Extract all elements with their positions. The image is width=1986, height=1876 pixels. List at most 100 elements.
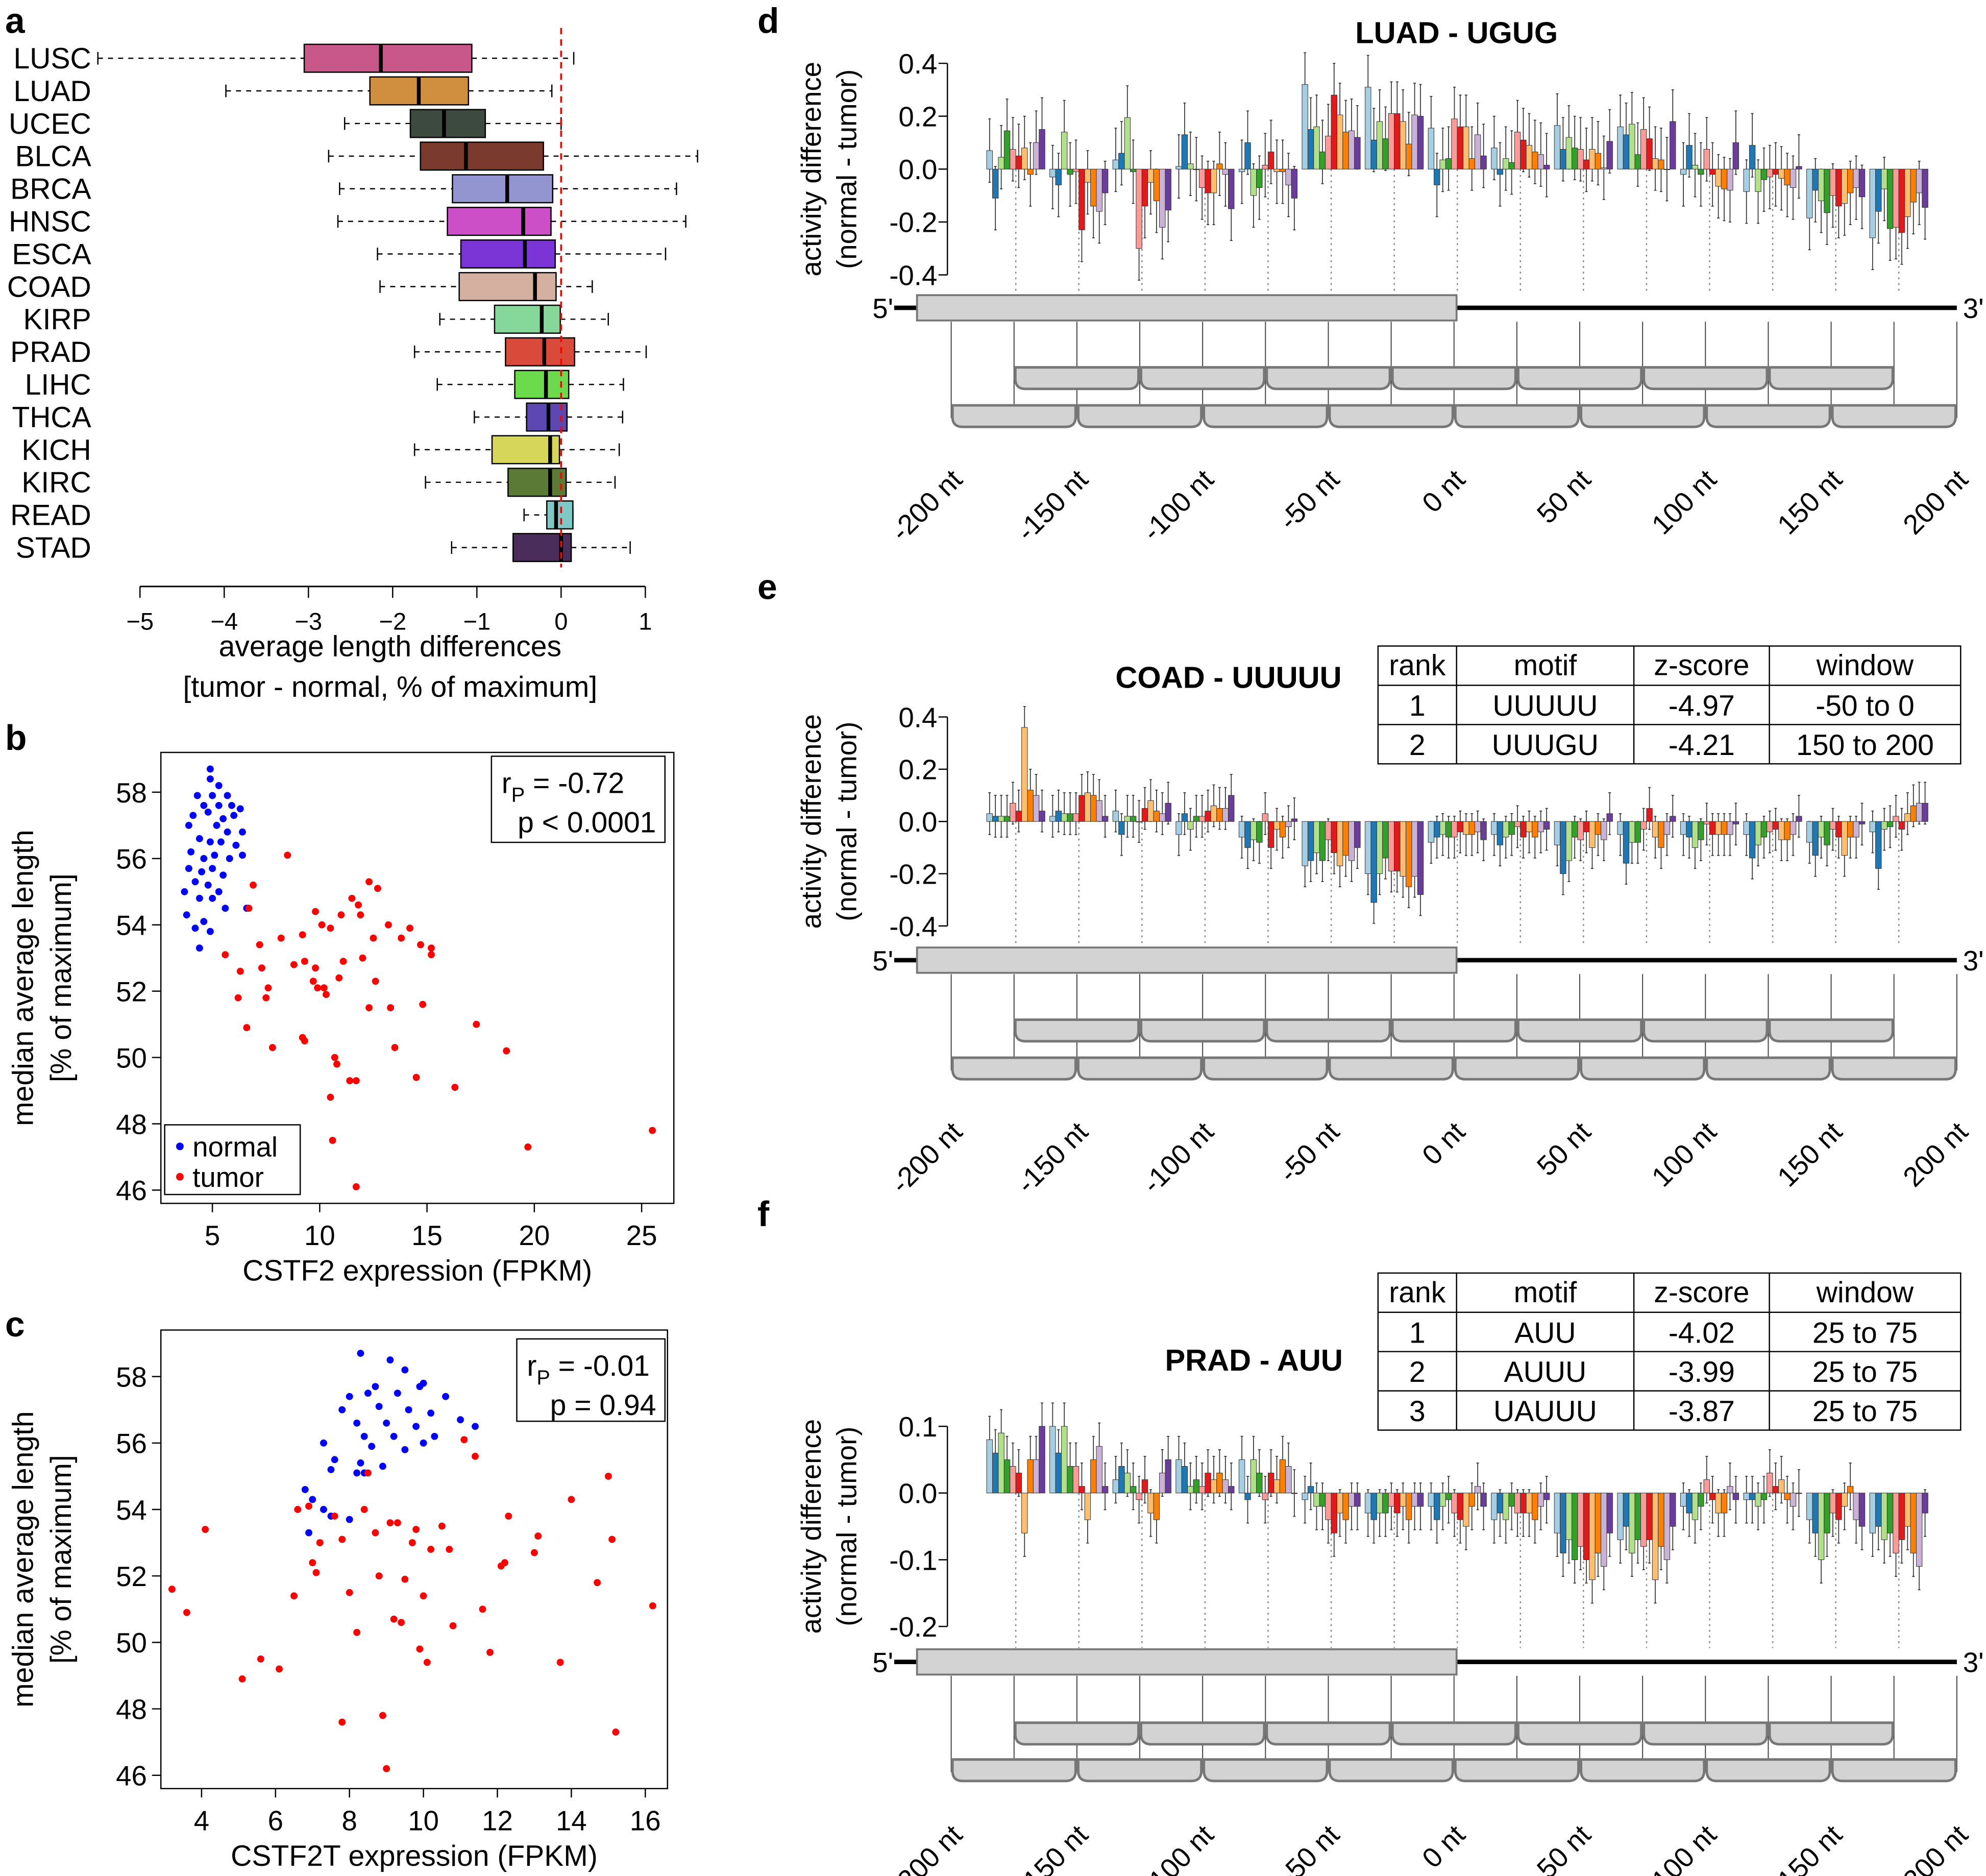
bar-group-1 xyxy=(986,706,1045,838)
bar xyxy=(1847,1486,1854,1494)
position-label: -50 nt xyxy=(1273,464,1345,536)
bar xyxy=(1893,816,1899,822)
table-cell: UUUGU xyxy=(1492,729,1599,762)
tumor-point xyxy=(329,1136,336,1144)
bar xyxy=(1503,158,1509,169)
category-label: PRAD xyxy=(10,336,91,369)
tumor-point xyxy=(394,1519,401,1526)
bar xyxy=(1772,1486,1779,1494)
bar xyxy=(1601,821,1607,840)
bar xyxy=(1824,1493,1830,1533)
three-prime-label: 3' xyxy=(1963,293,1984,324)
gene-diagram: 5' 3' -200 nt -150 nt -100 nt -50 nt 0 nt 50 nt… xyxy=(872,1647,1983,1876)
bar xyxy=(1565,1493,1573,1540)
bar-panel-d: 0.4 0.2 0.0 -0.2 -0.4 activity difference (nor… xyxy=(796,15,1983,547)
bar xyxy=(1497,168,1504,175)
tumor-point xyxy=(360,1506,368,1513)
bar xyxy=(1898,1493,1905,1540)
normal-point xyxy=(364,1390,372,1397)
bar xyxy=(1055,1452,1062,1494)
bar xyxy=(1853,821,1859,838)
bar xyxy=(1428,1493,1435,1507)
bar-group-4 xyxy=(1175,1435,1235,1510)
bar xyxy=(1279,168,1286,172)
y-axis-label: median average length xyxy=(7,1411,40,1708)
bar xyxy=(992,168,999,199)
bar xyxy=(1181,813,1188,822)
x-tick-label: −3 xyxy=(295,607,322,635)
bar xyxy=(1147,800,1154,822)
tumor-point xyxy=(323,991,330,998)
bar-panel-e: 0.4 0.2 0.0 -0.2 -0.4 activity difference (nor… xyxy=(796,645,1984,1200)
bar xyxy=(1835,1493,1842,1520)
table-cell: -4.21 xyxy=(1669,729,1735,762)
window-offset xyxy=(1391,366,1517,391)
x-tick-label: 16 xyxy=(630,1806,661,1837)
bar xyxy=(1721,1493,1728,1514)
bar xyxy=(1216,1473,1223,1494)
tumor-point xyxy=(412,1074,420,1081)
bar xyxy=(1806,821,1813,843)
table-header: rank xyxy=(1389,649,1445,682)
bar xyxy=(1291,1493,1298,1494)
x-axis-label: CSTF2T expression (FPKM) xyxy=(231,1840,598,1872)
x-tick-label: 25 xyxy=(626,1220,657,1251)
y-tick-label: -0.4 xyxy=(889,911,937,942)
bar xyxy=(1784,1493,1791,1500)
bar xyxy=(1417,1493,1424,1507)
position-label: -150 nt xyxy=(1011,1116,1094,1199)
bar xyxy=(1640,821,1647,830)
tumor-point xyxy=(309,978,317,985)
bar xyxy=(1784,821,1791,840)
bar xyxy=(1090,168,1097,207)
box xyxy=(491,435,560,465)
bar xyxy=(1698,821,1704,840)
bar xyxy=(1686,145,1693,169)
position-label: -50 nt xyxy=(1273,1116,1345,1188)
bar xyxy=(1749,821,1756,859)
bar xyxy=(1354,821,1361,848)
box-blca: BLCA xyxy=(15,140,698,173)
bar xyxy=(1285,821,1292,827)
bar xyxy=(1067,813,1073,822)
bar xyxy=(1721,821,1728,835)
box xyxy=(458,272,557,301)
bar xyxy=(1703,149,1710,169)
bar-group-5 xyxy=(1238,792,1298,869)
bar xyxy=(1256,168,1263,188)
tumor-point xyxy=(346,1077,354,1084)
bar xyxy=(1307,1486,1314,1494)
bar xyxy=(1658,821,1664,848)
x-axis-label: CSTF2 expression (FPKM) xyxy=(242,1255,592,1287)
coding-region-box xyxy=(916,946,1458,974)
bar xyxy=(1451,118,1458,169)
window xyxy=(1076,1056,1203,1081)
tumor-point xyxy=(649,1127,656,1134)
normal-point xyxy=(346,1393,353,1400)
table-cell: -50 to 0 xyxy=(1816,690,1915,722)
window xyxy=(951,404,1077,428)
bar xyxy=(1033,1459,1040,1494)
bar xyxy=(1526,145,1533,169)
bar xyxy=(1818,168,1825,201)
bar-group-3 xyxy=(1112,85,1171,281)
bar xyxy=(1307,821,1314,861)
bar xyxy=(1577,821,1584,840)
bar xyxy=(1222,808,1229,822)
tumor-point xyxy=(312,908,319,915)
bar xyxy=(1847,168,1854,193)
y-tick-label: -0.2 xyxy=(889,1612,937,1643)
bar xyxy=(1175,821,1182,835)
bar xyxy=(1250,1459,1257,1494)
normal-point xyxy=(191,924,199,932)
bar xyxy=(1560,149,1566,169)
box-thca: THCA xyxy=(12,401,624,434)
bar xyxy=(1428,128,1435,169)
bar xyxy=(1267,821,1274,848)
table-cell: 1 xyxy=(1409,690,1426,722)
bar xyxy=(986,813,993,822)
bar xyxy=(1595,1493,1602,1553)
table-cell: UUUUU xyxy=(1492,690,1598,722)
tumor-point xyxy=(238,1675,246,1683)
bar xyxy=(1634,821,1641,843)
